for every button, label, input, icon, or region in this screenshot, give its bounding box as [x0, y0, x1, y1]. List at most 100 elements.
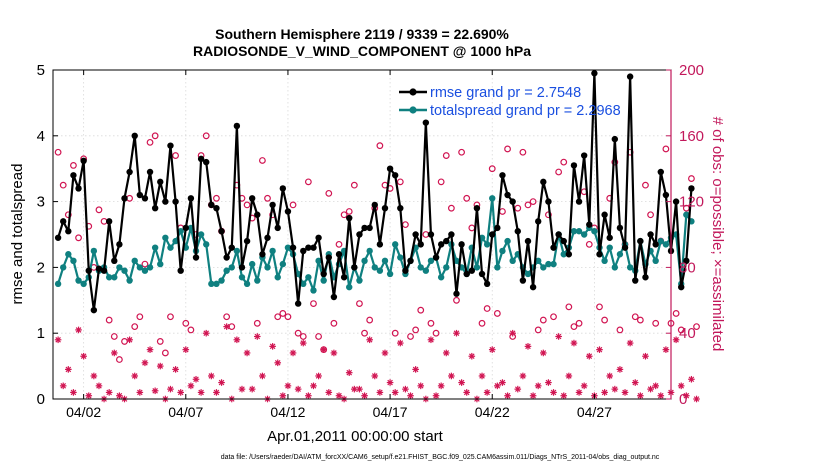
obs-assimilated-point — [187, 382, 195, 390]
obs-assimilated-point — [468, 352, 476, 360]
obs-assimilated-point — [274, 359, 282, 367]
obs-possible-point — [243, 201, 251, 209]
rmse-point — [519, 277, 527, 284]
rmse-point — [346, 214, 353, 222]
rmse-point — [320, 270, 327, 278]
obs-possible-point — [151, 132, 159, 140]
x-tick-label: 04/12 — [270, 404, 305, 420]
rmse-point — [131, 132, 138, 139]
asterisk-stroke — [346, 369, 353, 376]
asterisk-stroke — [596, 346, 603, 353]
y-tick-label-right: 80 — [679, 259, 696, 276]
rmse-point — [575, 198, 583, 205]
obs-assimilated-point — [243, 349, 251, 357]
obs-possible-point — [539, 316, 547, 324]
totalspread-point — [361, 257, 368, 265]
obs-possible-point — [662, 145, 670, 153]
rmse-point — [136, 191, 144, 199]
asterisk-stroke — [509, 330, 516, 337]
obs-possible-point — [110, 333, 118, 340]
obs-assimilated-point — [560, 392, 568, 400]
obs-possible-point — [483, 305, 491, 312]
rmse-point — [238, 264, 246, 271]
obs-assimilated-point — [59, 382, 67, 390]
obs-possible-point — [182, 319, 190, 327]
obs-assimilated-point — [335, 392, 343, 400]
obs-possible-point — [570, 323, 578, 331]
rmse-point — [269, 201, 276, 209]
asterisk-stroke — [259, 373, 266, 379]
obs-possible-point — [213, 194, 220, 202]
obs-assimilated-point — [213, 389, 220, 396]
asterisk-stroke — [479, 373, 485, 379]
asterisk-stroke — [274, 360, 281, 366]
asterisk-stroke — [642, 353, 649, 360]
obs-assimilated-point — [509, 329, 516, 337]
totalspread-point — [356, 277, 363, 284]
asterisk-stroke — [137, 389, 143, 396]
obs-assimilated-point — [126, 336, 133, 344]
obs-assimilated-point — [279, 392, 287, 400]
obs-assimilated-point — [289, 349, 297, 357]
asterisk-stroke — [688, 376, 695, 383]
totalspread-point — [652, 257, 659, 265]
obs-assimilated-point — [192, 375, 200, 383]
obs-possible-point — [652, 319, 660, 327]
rmse-point — [545, 198, 552, 205]
totalspread-point — [126, 277, 133, 284]
obs-assimilated-point — [677, 382, 685, 390]
y-tick-label-right: 40 — [679, 325, 696, 342]
obs-assimilated-point — [570, 339, 578, 347]
rmse-point — [611, 135, 619, 143]
obs-possible-point — [407, 333, 414, 340]
asterisk-stroke — [540, 350, 547, 356]
obs-possible-point — [284, 313, 292, 321]
y-tick-label-left: 3 — [37, 194, 45, 211]
obs-assimilated-point — [683, 392, 690, 400]
asterisk-stroke — [295, 386, 301, 392]
rmse-point — [126, 168, 133, 176]
totalspread-point — [105, 274, 113, 281]
asterisk-stroke — [336, 392, 342, 399]
rmse-point — [157, 178, 164, 186]
totalspread-point — [366, 247, 373, 255]
totalspread-point — [254, 277, 261, 284]
obs-assimilated-point — [345, 369, 353, 376]
obs-assimilated-point — [631, 379, 639, 386]
totalspread-point — [550, 260, 557, 268]
totalspread-point — [75, 277, 82, 284]
asterisk-stroke — [606, 373, 613, 379]
obs-assimilated-point — [177, 389, 184, 396]
obs-assimilated-point — [397, 339, 404, 347]
asterisk-stroke — [269, 343, 276, 350]
totalspread-point — [489, 195, 496, 202]
obs-assimilated-point — [202, 329, 210, 337]
asterisk-stroke — [80, 353, 87, 360]
x-tick-label: 04/07 — [168, 404, 203, 420]
asterisk-stroke — [280, 392, 286, 399]
obs-possible-point — [59, 181, 67, 189]
asterisk-stroke — [499, 379, 506, 386]
asterisk-stroke — [331, 350, 337, 356]
obs-assimilated-point — [545, 379, 552, 386]
obs-possible-point — [560, 158, 568, 166]
obs-assimilated-point — [182, 346, 190, 353]
totalspread-point — [575, 228, 583, 235]
rmse-point — [494, 224, 501, 232]
rmse-point — [489, 231, 496, 238]
rmse-point — [351, 264, 358, 271]
totalspread-point — [524, 270, 532, 278]
asterisk-stroke — [387, 379, 393, 386]
asterisk-stroke — [535, 383, 542, 389]
obs-assimilated-point — [652, 382, 659, 390]
obs-possible-point — [504, 145, 511, 153]
asterisk-stroke — [622, 389, 628, 396]
totalspread-point — [238, 274, 246, 281]
totalspread-point — [616, 251, 624, 258]
asterisk-stroke — [193, 376, 199, 383]
asterisk-stroke — [239, 386, 245, 392]
obs-possible-point — [75, 234, 82, 242]
y-axis-label-left: rmse and totalspread — [9, 164, 26, 305]
obs-assimilated-point — [75, 326, 82, 334]
rmse-point — [192, 254, 200, 261]
